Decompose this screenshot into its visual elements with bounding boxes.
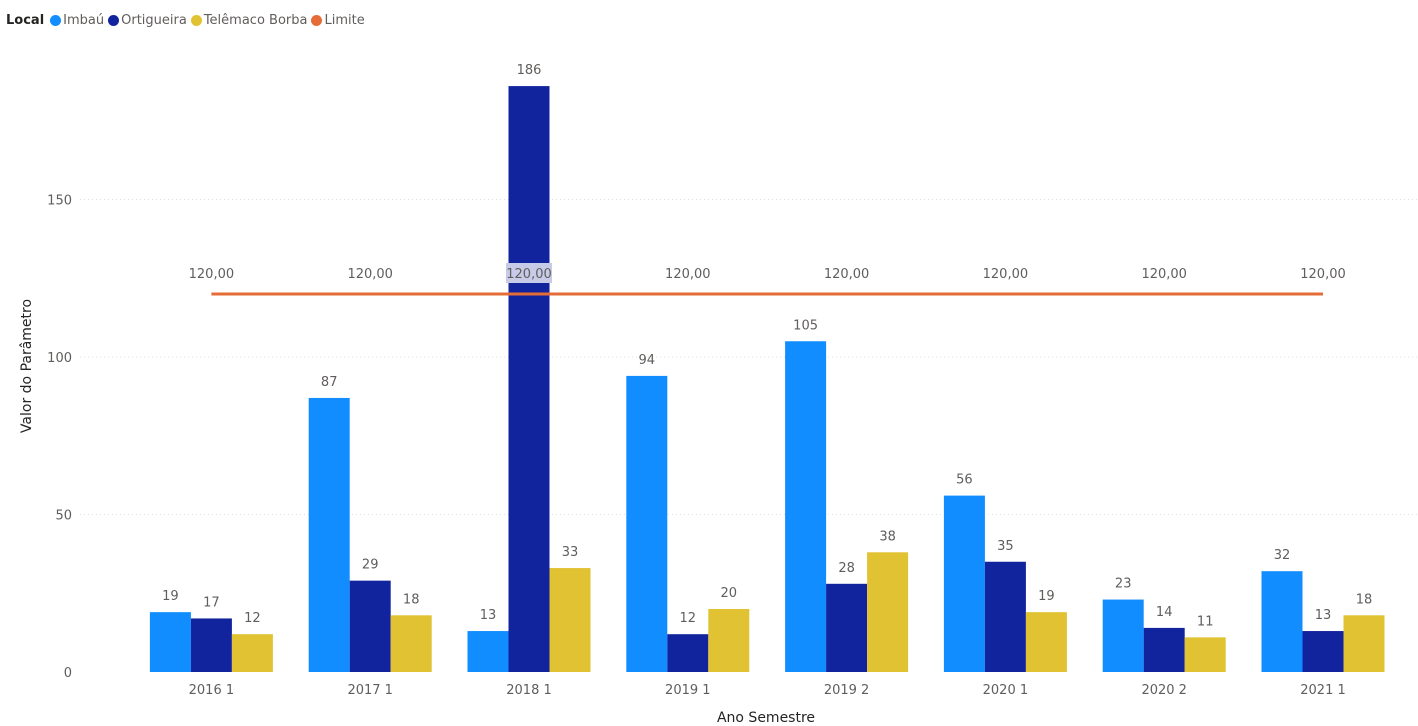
data-label-ortigueira-2017-1: 29 (362, 558, 379, 573)
y-tick-label: 0 (64, 666, 72, 681)
bar-imbau-2019-2 (785, 341, 827, 672)
bar-imbau-2017-1 (308, 397, 350, 672)
legend-title: Local (6, 12, 45, 28)
x-tick-label: 2019 2 (824, 683, 870, 698)
y-tick-label: 50 (55, 509, 72, 524)
data-label-imbau-2019-1: 94 (639, 353, 656, 368)
bar-ortigueira-2019-2 (826, 583, 868, 672)
x-tick-label: 2021 1 (1300, 683, 1346, 698)
data-label-imbau-2019-2: 105 (793, 318, 818, 333)
data-label-ortigueira-2020-2: 14 (1156, 605, 1173, 620)
bar-ortigueira-2021-1 (1302, 631, 1344, 672)
data-label-telemaco-borba-2019-2: 38 (879, 529, 896, 544)
bar-telemaco-borba-2021-1 (1343, 615, 1385, 672)
bar-ortigueira-2016-1 (190, 618, 232, 672)
data-label-imbau-2016-1: 19 (162, 589, 179, 604)
limite-label-2020-1: 120,00 (983, 267, 1029, 282)
y-axis-title: Valor do Parâmetro (19, 299, 35, 433)
bar-telemaco-borba-2020-1 (1025, 612, 1067, 672)
limite-label-2019-1: 120,00 (665, 267, 711, 282)
y-tick-label: 150 (47, 194, 72, 209)
data-label-ortigueira-2018-1: 186 (517, 63, 542, 78)
data-label-imbau-2020-2: 23 (1115, 577, 1132, 592)
bar-telemaco-borba-2016-1 (231, 634, 273, 672)
data-label-telemaco-borba-2017-1: 18 (403, 592, 420, 607)
legend-marker-limite (311, 14, 323, 26)
data-label-telemaco-borba-2018-1: 33 (562, 545, 579, 560)
data-label-telemaco-borba-2020-2: 11 (1197, 614, 1214, 629)
bar-imbau-2021-1 (1261, 571, 1303, 672)
legend-item-limite[interactable]: Limite (311, 12, 365, 28)
data-label-imbau-2021-1: 32 (1274, 548, 1291, 563)
legend-item-ortigueira[interactable]: Ortigueira (108, 13, 187, 28)
y-tick-label: 100 (47, 351, 72, 366)
x-tick-label: 2018 1 (506, 683, 552, 698)
legend-marker-ortigueira (108, 14, 120, 26)
bar-ortigueira-2017-1 (349, 580, 391, 672)
data-label-imbau-2017-1: 87 (321, 375, 338, 390)
limite-label-2017-1: 120,00 (347, 267, 393, 282)
bar-ortigueira-2019-1 (667, 634, 709, 672)
x-tick-label: 2017 1 (347, 683, 393, 698)
x-tick-label: 2016 1 (189, 683, 235, 698)
data-label-ortigueira-2019-1: 12 (680, 611, 697, 626)
bar-imbau-2018-1 (467, 631, 509, 672)
bar-ortigueira-2020-2 (1143, 627, 1185, 672)
bar-telemaco-borba-2017-1 (390, 615, 432, 672)
legend-label-limite: Limite (324, 12, 365, 28)
data-label-ortigueira-2016-1: 17 (203, 595, 220, 610)
legend-label-ortigueira: Ortigueira (121, 12, 187, 28)
limite-label-2021-1: 120,00 (1300, 267, 1346, 282)
limite-label-2018-1: 120,00 (506, 267, 552, 282)
legend-marker-imbau (50, 14, 62, 26)
data-label-telemaco-borba-2016-1: 12 (244, 611, 261, 626)
data-label-ortigueira-2019-2: 28 (838, 561, 855, 576)
data-label-telemaco-borba-2020-1: 19 (1038, 589, 1055, 604)
x-tick-label: 2020 2 (1141, 683, 1187, 698)
x-tick-label: 2020 1 (983, 683, 1029, 698)
bar-telemaco-borba-2020-2 (1184, 637, 1226, 672)
legend-marker-telemaco-borba (190, 14, 202, 26)
limite-label-highlight (506, 263, 552, 283)
legend-label-telemaco-borba: Telêmaco Borba (203, 12, 308, 28)
data-label-imbau-2020-1: 56 (956, 473, 973, 488)
x-axis-title: Ano Semestre (717, 710, 815, 726)
data-label-ortigueira-2020-1: 35 (997, 539, 1014, 554)
limite-label-2020-2: 120,00 (1141, 267, 1187, 282)
x-tick-label: 2019 1 (665, 683, 711, 698)
bar-imbau-2016-1 (149, 612, 191, 672)
data-label-ortigueira-2021-1: 13 (1315, 608, 1332, 623)
legend-item-telemaco-borba[interactable]: Telêmaco Borba (190, 12, 308, 28)
data-label-telemaco-borba-2019-1: 20 (721, 586, 738, 601)
legend-item-imbau[interactable]: Imbaú (50, 13, 104, 28)
data-label-telemaco-borba-2021-1: 18 (1356, 592, 1373, 607)
legend-label-imbau: Imbaú (63, 12, 105, 28)
bar-imbau-2020-2 (1102, 599, 1144, 672)
limite-label-2019-2: 120,00 (824, 267, 870, 282)
bar-imbau-2019-1 (626, 375, 668, 672)
data-label-imbau-2018-1: 13 (480, 608, 497, 623)
chart-legend: Local Imbaú Ortigueira Telêmaco Borba Limit… (6, 10, 369, 30)
bar-ortigueira-2018-1 (508, 86, 550, 673)
bar-telemaco-borba-2019-1 (708, 609, 750, 672)
bar-telemaco-borba-2019-2 (867, 552, 909, 672)
bar-imbau-2020-1 (943, 495, 985, 672)
bar-ortigueira-2020-1 (984, 561, 1026, 672)
limite-label-2016-1: 120,00 (189, 267, 235, 282)
bar-telemaco-borba-2018-1 (549, 568, 591, 672)
